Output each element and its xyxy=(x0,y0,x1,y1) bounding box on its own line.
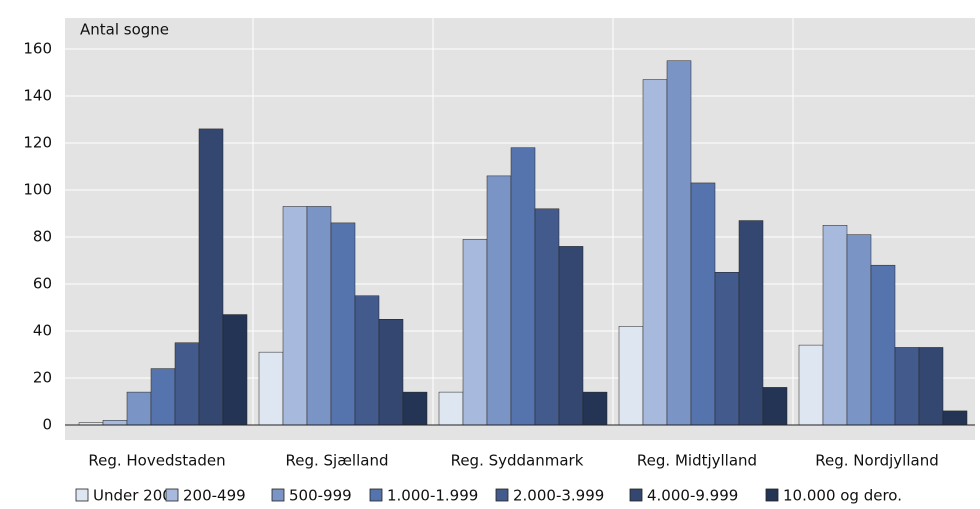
bar xyxy=(462,239,488,426)
bar xyxy=(690,182,716,426)
bar xyxy=(402,391,428,426)
bar xyxy=(870,264,896,426)
bar xyxy=(798,344,824,426)
bar xyxy=(354,295,380,426)
y-tick-label: 140 xyxy=(23,87,52,105)
bar xyxy=(846,234,872,426)
bar xyxy=(894,347,920,426)
y-tick-label: 100 xyxy=(23,181,52,199)
legend-label: 200-499 xyxy=(183,487,246,505)
bar xyxy=(258,351,284,426)
y-tick-label: 160 xyxy=(23,40,52,58)
bar xyxy=(222,314,248,426)
bar xyxy=(438,391,464,426)
bar xyxy=(486,175,512,426)
bar xyxy=(174,342,200,426)
x-tick-label: Reg. Syddanmark xyxy=(451,452,584,470)
x-tick-label: Reg. Midtjylland xyxy=(637,452,757,470)
y-tick-label: 20 xyxy=(33,369,52,387)
legend-label: 500-999 xyxy=(289,487,352,505)
legend-swatch xyxy=(629,488,643,502)
legend-swatch xyxy=(495,488,509,502)
bar xyxy=(822,225,848,426)
legend-swatch xyxy=(765,488,779,502)
bar xyxy=(150,368,176,426)
bar xyxy=(558,246,584,426)
y-tick-label: 0 xyxy=(42,416,52,434)
y-axis-title: Antal sogne xyxy=(80,21,169,39)
bar xyxy=(306,206,332,426)
bar xyxy=(510,147,536,426)
x-tick-label: Reg. Sjælland xyxy=(285,452,388,470)
bar xyxy=(126,391,152,426)
bar xyxy=(198,128,224,426)
bar xyxy=(762,387,788,426)
bar xyxy=(738,220,764,426)
bar xyxy=(282,206,308,426)
x-tick-label: Reg. Nordjylland xyxy=(815,452,938,470)
bar xyxy=(102,420,128,426)
legend-swatch xyxy=(75,488,89,502)
y-tick-label: 40 xyxy=(33,322,52,340)
legend-swatch xyxy=(165,488,179,502)
legend-swatch xyxy=(271,488,285,502)
legend-swatch xyxy=(369,488,383,502)
y-tick-label: 120 xyxy=(23,134,52,152)
legend-label: Under 200 xyxy=(93,487,172,505)
bar xyxy=(642,79,668,426)
y-tick-label: 80 xyxy=(33,228,52,246)
bar xyxy=(534,208,560,426)
bar xyxy=(378,319,404,426)
bar xyxy=(582,391,608,426)
bar xyxy=(618,326,644,426)
x-tick-label: Reg. Hovedstaden xyxy=(88,452,225,470)
bar xyxy=(714,272,740,426)
bar xyxy=(942,410,968,426)
legend-label: 1.000-1.999 xyxy=(387,487,478,505)
legend-label: 2.000-3.999 xyxy=(513,487,604,505)
y-tick-label: 60 xyxy=(33,275,52,293)
bar xyxy=(666,60,692,426)
bar xyxy=(918,347,944,426)
bar xyxy=(330,222,356,426)
legend-label: 10.000 og dero. xyxy=(783,487,902,505)
legend-label: 4.000-9.999 xyxy=(647,487,738,505)
